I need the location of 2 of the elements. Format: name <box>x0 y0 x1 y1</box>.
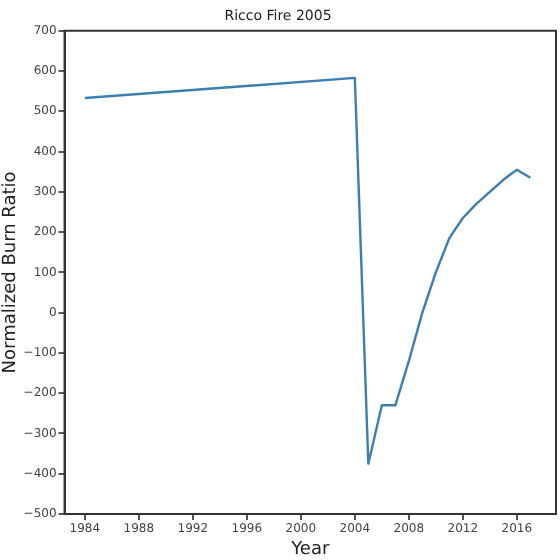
x-axis-title: Year <box>289 539 330 560</box>
y-axis-title: Normalized Burn Ratio <box>1 170 22 374</box>
